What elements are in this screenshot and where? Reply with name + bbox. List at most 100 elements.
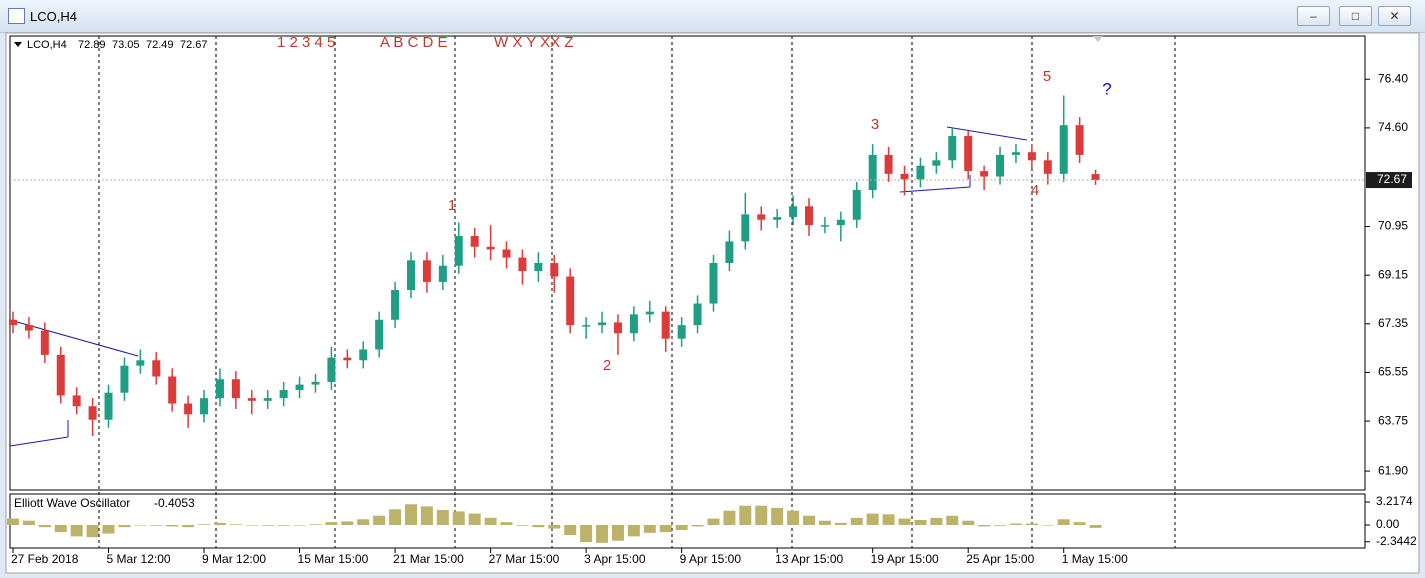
wave-label: 1 <box>448 197 456 214</box>
x-tick-label: 25 Apr 15:00 <box>966 552 1034 566</box>
candle-body <box>1043 160 1052 174</box>
y-tick-label: 63.75 <box>1378 413 1408 427</box>
y-tick-label: 61.90 <box>1378 463 1408 477</box>
symbol-menu-arrow[interactable] <box>14 42 22 47</box>
candle-body <box>629 314 638 334</box>
oscillator-bar <box>405 504 417 525</box>
oscillator-last-value: -0.4053 <box>154 496 195 510</box>
candle-body <box>518 257 527 272</box>
candle-body <box>343 357 352 361</box>
trendline <box>9 436 69 447</box>
oscillator-bar <box>468 513 481 525</box>
x-tick-label: 27 Feb 2018 <box>11 552 79 566</box>
oscillator-bar <box>930 517 943 525</box>
oscillator-bar <box>627 525 640 537</box>
low-value: 72.49 <box>146 39 174 51</box>
oscillator-bar <box>580 525 593 543</box>
oscillator-bar <box>118 525 131 528</box>
candle-body <box>566 276 575 326</box>
candle-body <box>900 173 909 180</box>
candle-body <box>327 357 336 382</box>
candle-body <box>613 322 622 334</box>
oscillator-bar <box>723 510 736 525</box>
maximize-button[interactable]: □ <box>1339 6 1372 26</box>
oscillator-bar <box>309 524 322 525</box>
oscillator-bar <box>516 525 529 526</box>
candle-body <box>56 354 65 396</box>
wave-legend: 1 2 3 4 5 <box>277 34 335 51</box>
oscillator-bar <box>1057 519 1070 525</box>
candle-body <box>375 319 384 350</box>
candle-body <box>136 360 145 366</box>
oscillator-bar <box>452 511 465 525</box>
y-tick-label: 70.95 <box>1378 219 1408 233</box>
y-tick-label: 65.55 <box>1378 365 1408 379</box>
candle-body <box>1059 125 1068 174</box>
oscillator-title: Elliott Wave Oscillator <box>14 496 130 510</box>
wave-label: 4 <box>1031 182 1039 199</box>
oscillator-bar <box>564 525 577 535</box>
candle-body <box>645 311 654 315</box>
y-tick-label: 69.15 <box>1378 267 1408 281</box>
oscillator-bar <box>882 514 895 525</box>
open-value: 72.89 <box>78 39 106 51</box>
period-separators <box>98 36 1176 548</box>
wave-label: 2 <box>603 357 611 374</box>
oscillator-bar <box>659 525 672 533</box>
title-bar: LCO,H4 – □ ✕ <box>0 0 1425 33</box>
oscillator-bar <box>277 525 290 526</box>
oscillator-bar <box>548 525 561 529</box>
candle-body <box>200 398 209 415</box>
candle-body <box>582 325 591 327</box>
candle-body <box>916 165 925 180</box>
oscillator-bar <box>1009 523 1022 525</box>
close-value: 72.67 <box>180 39 208 51</box>
candle-body <box>932 160 941 166</box>
candle-body <box>24 325 33 331</box>
candle-body <box>1011 152 1020 155</box>
window-icon <box>8 8 25 24</box>
candle-body <box>1091 174 1100 181</box>
oscillator-bar <box>914 520 927 525</box>
oscillator-bar <box>166 525 179 527</box>
minimize-button[interactable]: – <box>1297 6 1330 26</box>
oscillator-bar <box>1025 523 1038 525</box>
candle-body <box>598 322 607 326</box>
oscillator-bar <box>86 525 99 538</box>
candle-body <box>1027 152 1036 161</box>
oscillator-bar <box>229 524 242 525</box>
oscillator-bar <box>500 522 513 525</box>
oscillator-bar <box>803 515 815 525</box>
current-price-tag <box>1366 172 1412 189</box>
oscillator-bar <box>771 507 784 525</box>
x-tick-label: 21 Mar 15:00 <box>393 552 464 566</box>
candle-body <box>486 246 495 250</box>
candle-body <box>884 154 893 174</box>
candle-body <box>9 319 17 326</box>
candle-body <box>757 214 766 220</box>
candle-body <box>279 390 288 399</box>
candle-body <box>152 360 161 377</box>
wave-label: ? <box>1102 79 1111 98</box>
oscillator-bar <box>707 518 720 525</box>
close-button[interactable]: ✕ <box>1378 6 1411 26</box>
trendline <box>946 126 1028 141</box>
candle-body <box>996 154 1005 177</box>
oscillator-bar <box>596 525 609 543</box>
candle-body <box>215 379 224 399</box>
oscillator-bar <box>739 505 752 525</box>
oscillator-bar <box>532 525 545 528</box>
oscillator-bar <box>484 517 497 525</box>
oscillator-bar <box>420 506 433 525</box>
candle-body <box>438 265 447 282</box>
oscillator-bar <box>134 525 147 526</box>
candle-body <box>725 241 734 263</box>
oscillator-bar <box>898 518 911 525</box>
candle-body <box>852 190 861 220</box>
current-price-label: 72.67 <box>1377 172 1407 186</box>
wave-legend: W X Y XX Z <box>494 34 573 51</box>
oscillator-bar <box>54 525 67 533</box>
x-tick-label: 9 Mar 12:00 <box>202 552 266 566</box>
candle-body <box>295 384 304 391</box>
candle-body <box>677 325 686 339</box>
